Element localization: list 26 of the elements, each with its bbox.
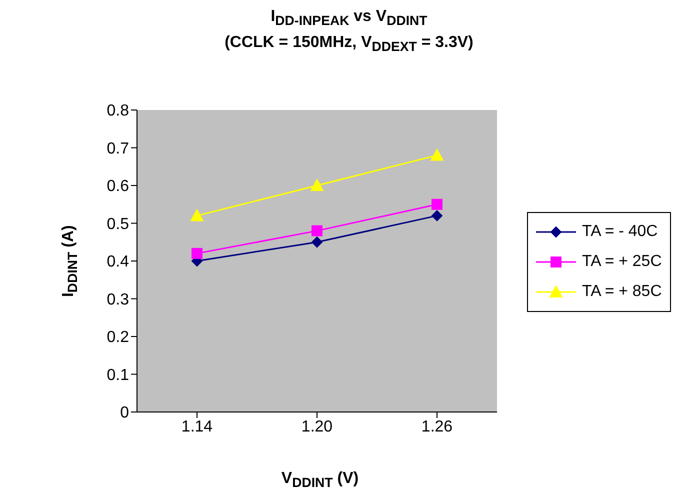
point bbox=[310, 179, 324, 191]
point bbox=[192, 248, 202, 259]
point bbox=[312, 225, 322, 236]
y-tick-label: 0.2 bbox=[106, 329, 130, 346]
y-tick-label: 0.3 bbox=[106, 291, 130, 308]
y-tick-label: 0.8 bbox=[106, 102, 130, 120]
y-tick-label: 0.6 bbox=[106, 178, 130, 196]
y-tick-label: 0.1 bbox=[106, 366, 130, 384]
point bbox=[312, 236, 322, 248]
legend-label: TA = - 40C bbox=[582, 223, 658, 241]
x-axis-title: V$_{DDINT}$ (V) bbox=[280, 470, 360, 490]
y-tick-label: 0.5 bbox=[106, 216, 130, 233]
x-tick-label: 1.14 bbox=[181, 418, 213, 436]
point bbox=[430, 148, 444, 161]
x-tick-label: 1.20 bbox=[301, 418, 333, 436]
point bbox=[190, 209, 204, 222]
chart-title: I$_{DD-INPEAK}$ vs V$_{DDINT}$ bbox=[270, 7, 428, 30]
y-tick-label: 0.4 bbox=[106, 254, 130, 271]
point bbox=[432, 198, 442, 210]
legend-label: TA = + 25C bbox=[582, 253, 662, 271]
x-tick-label: 1.26 bbox=[421, 418, 453, 436]
y-tick-label: 0.7 bbox=[106, 140, 130, 158]
y-tick-label: 0 bbox=[120, 404, 130, 422]
legend-label: TA = + 85C bbox=[582, 283, 662, 301]
chart-subtitle: (CCLK = 150MHz, V$_{DDEXT}$ = 3.3V) bbox=[224, 33, 474, 56]
point bbox=[432, 210, 442, 222]
